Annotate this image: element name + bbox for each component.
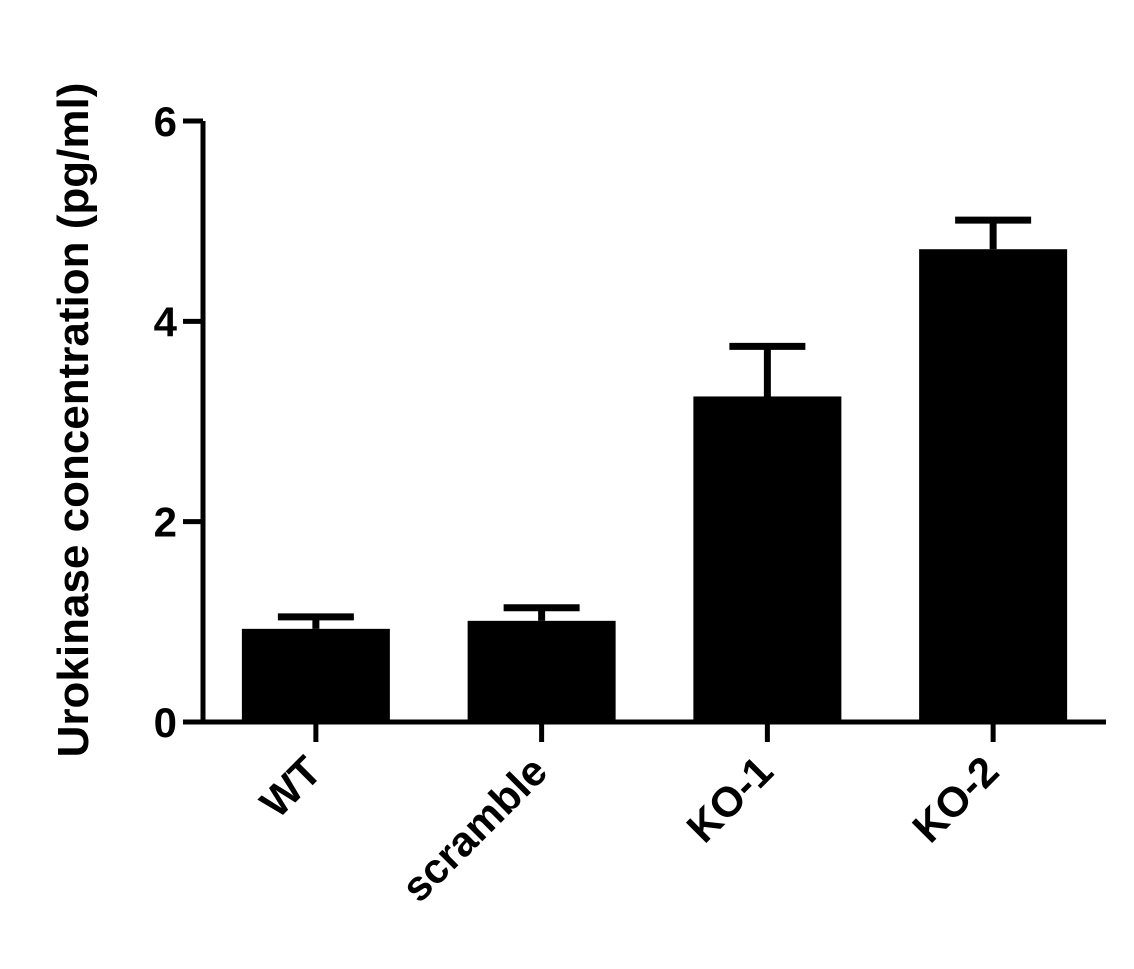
bar	[241, 628, 390, 722]
bar	[919, 249, 1068, 723]
error-bars	[277, 216, 1032, 629]
bar	[467, 620, 616, 722]
x-tick-label: WT	[251, 747, 331, 827]
x-tick-label: KO-1	[678, 747, 782, 851]
x-ticks: WT scramble KO-1 KO-2	[251, 722, 1007, 911]
y-ticks: 0 2 4 6	[154, 98, 203, 746]
x-tick-label: KO-2	[903, 747, 1007, 851]
bar	[693, 396, 842, 722]
y-tick-label: 2	[154, 499, 177, 546]
y-tick-label: 4	[154, 298, 178, 345]
x-tick-label: scramble	[392, 747, 556, 911]
y-tick-label: 0	[154, 699, 177, 746]
bars	[241, 249, 1068, 723]
y-tick-label: 6	[154, 98, 177, 145]
y-axis-title: Urokinase concentration (pg/ml)	[49, 83, 98, 758]
